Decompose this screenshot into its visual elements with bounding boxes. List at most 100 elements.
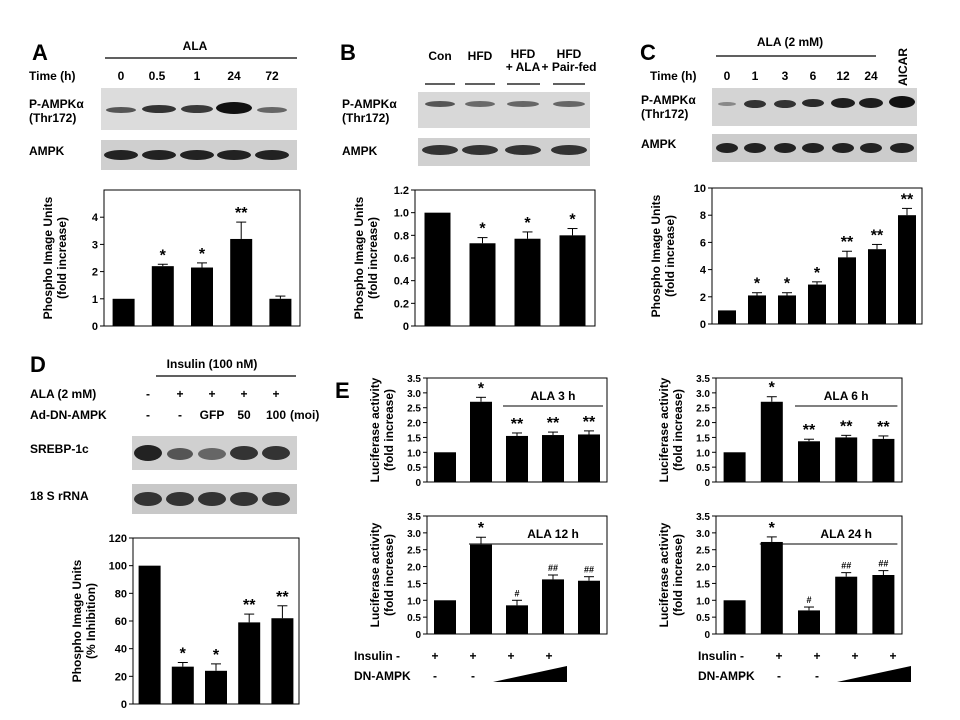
y-tick-label: 0.2 xyxy=(394,298,409,310)
panel-c-blot2-label: AMPK xyxy=(641,137,677,151)
panel-c-blot1-line2: (Thr172) xyxy=(641,107,688,121)
bar xyxy=(470,401,492,482)
panel-a-lane-4: 24 xyxy=(227,69,241,83)
bar xyxy=(778,295,796,324)
panel-d-header: D Insulin (100 nM) ALA (2 mM) - + + + + Ad-DN-… xyxy=(30,352,319,514)
panel-a-blot2-image xyxy=(101,140,297,170)
chart-e2: 0 0.5 1.0 1.5 2.0 2.5 3.0 3.5 Luciferase activit… xyxy=(657,374,903,489)
panel-d-blot1-image xyxy=(132,436,297,470)
significance-marker: * xyxy=(784,276,791,293)
y-tick-label: 3.0 xyxy=(696,389,710,400)
bar xyxy=(469,243,496,326)
panel-e-condition-rows: Insulin - + + + +DN-AMPK- - -Insulin - + + + +DN-AMP… xyxy=(354,649,911,683)
bar xyxy=(835,437,858,482)
bar xyxy=(760,541,783,634)
significance-marker: * xyxy=(478,380,485,397)
panel-d-blot2-label: 18 S rRNA xyxy=(30,489,89,503)
significance-marker: ** xyxy=(871,227,884,244)
significance-marker: * xyxy=(160,247,167,264)
significance-marker: ** xyxy=(840,418,853,435)
y-tick-label: 1.2 xyxy=(394,185,409,197)
bar xyxy=(838,257,856,324)
y-tick-label: 1 xyxy=(92,294,98,306)
panel-a-lane-3: 1 xyxy=(194,69,201,83)
bar xyxy=(269,298,292,326)
y-axis-label: Luciferase activity(fold increase) xyxy=(657,377,685,482)
y-axis-label: Luciferase activity(fold increase) xyxy=(657,522,685,627)
significance-marker: * xyxy=(754,276,761,293)
y-tick-label: 1.5 xyxy=(407,579,421,590)
significance-marker: ** xyxy=(547,415,560,432)
bar xyxy=(723,600,746,634)
y-tick-label: 4 xyxy=(92,212,99,224)
significance-marker: ** xyxy=(235,205,248,222)
y-tick-label: 0.4 xyxy=(394,276,410,288)
y-axis-label: Phospho Image Units(fold increase) xyxy=(352,196,380,319)
panel-c-lane-6: 24 xyxy=(864,69,878,83)
panel-e-row-value: + xyxy=(545,649,552,663)
panel-c-lane-5: 12 xyxy=(836,69,850,83)
significance-marker: ** xyxy=(511,416,524,433)
bar xyxy=(835,576,858,634)
panel-b-blot2-label: AMPK xyxy=(342,144,378,158)
bar xyxy=(151,266,174,326)
bar xyxy=(271,618,294,704)
panel-e-row-value: - xyxy=(777,669,781,683)
bar xyxy=(424,212,451,326)
bar xyxy=(760,401,783,482)
chart-e3: 0 0.5 1.0 1.5 2.0 2.5 3.0 3.5 Luciferase activit… xyxy=(368,512,608,641)
chart-annotation: ALA 24 h xyxy=(820,527,872,541)
chart-e1: 0 0.5 1.0 1.5 2.0 2.5 3.0 3.5 Luciferase activit… xyxy=(368,374,608,489)
panel-letter-a: A xyxy=(32,40,48,65)
chart-e4: 0 0.5 1.0 1.5 2.0 2.5 3.0 3.5 Luciferase activit… xyxy=(657,512,903,641)
significance-marker: ** xyxy=(276,589,289,606)
panel-e-row-value: - xyxy=(740,669,744,683)
panel-e-row-label: DN-AMPK xyxy=(698,669,755,683)
panel-e-row-value: + xyxy=(851,649,858,663)
bar xyxy=(138,565,161,704)
panel-c-blot2-image xyxy=(712,134,917,162)
y-tick-label: 0.8 xyxy=(394,230,409,242)
panel-e-row-value: - xyxy=(396,669,400,683)
panel-e-row-value: + xyxy=(813,649,820,663)
panel-a-blot2-label: AMPK xyxy=(29,144,65,158)
y-axis-label: Phospho Image Units(fold increase) xyxy=(649,194,677,317)
panel-letter-b: B xyxy=(340,40,356,65)
significance-marker: * xyxy=(524,215,531,232)
panel-c-time-label: Time (h) xyxy=(650,69,696,83)
panel-a-lane-2: 0.5 xyxy=(149,69,166,83)
bar xyxy=(559,235,586,326)
significance-marker: * xyxy=(569,212,576,229)
panel-d-row-value: + xyxy=(240,387,247,401)
panel-e-row-value: + xyxy=(431,649,438,663)
y-tick-label: 2.0 xyxy=(696,419,710,430)
y-tick-label: 60 xyxy=(115,616,127,628)
panel-b-blot1-line1: P-AMPKα xyxy=(342,97,397,111)
panel-a-header: A ALA Time (h) 0 0.5 1 24 72 P-AMPKα (Th… xyxy=(29,39,297,170)
bar xyxy=(542,435,564,482)
panel-e-row-value: + xyxy=(889,649,896,663)
significance-marker: ** xyxy=(243,597,256,614)
panel-d-row-value: GFP xyxy=(200,408,225,422)
y-tick-label: 1.0 xyxy=(696,448,710,459)
y-tick-label: 4 xyxy=(700,265,707,277)
panel-d-blot1-label: SREBP-1c xyxy=(30,442,89,456)
panel-e-row-value: - xyxy=(740,649,744,663)
y-tick-label: 1.5 xyxy=(696,579,710,590)
panel-e-row-value: + xyxy=(775,649,782,663)
y-tick-label: 6 xyxy=(700,237,706,249)
significance-marker: ## xyxy=(841,561,851,571)
panel-e-row-label: DN-AMPK xyxy=(354,669,411,683)
y-tick-label: 2.5 xyxy=(407,404,421,415)
y-tick-label: 3.5 xyxy=(407,512,421,523)
significance-marker: * xyxy=(769,520,776,537)
panel-d-row-value: - xyxy=(146,408,150,422)
significance-marker: ## xyxy=(878,559,888,569)
y-tick-label: 0.5 xyxy=(407,613,421,624)
panel-c-lane-3: 3 xyxy=(782,69,789,83)
panel-e-row-label: Insulin xyxy=(698,649,737,663)
significance-marker: ** xyxy=(803,422,816,439)
significance-marker: ** xyxy=(583,414,596,431)
y-tick-label: 3.5 xyxy=(696,512,710,523)
y-tick-label: 20 xyxy=(115,671,127,683)
